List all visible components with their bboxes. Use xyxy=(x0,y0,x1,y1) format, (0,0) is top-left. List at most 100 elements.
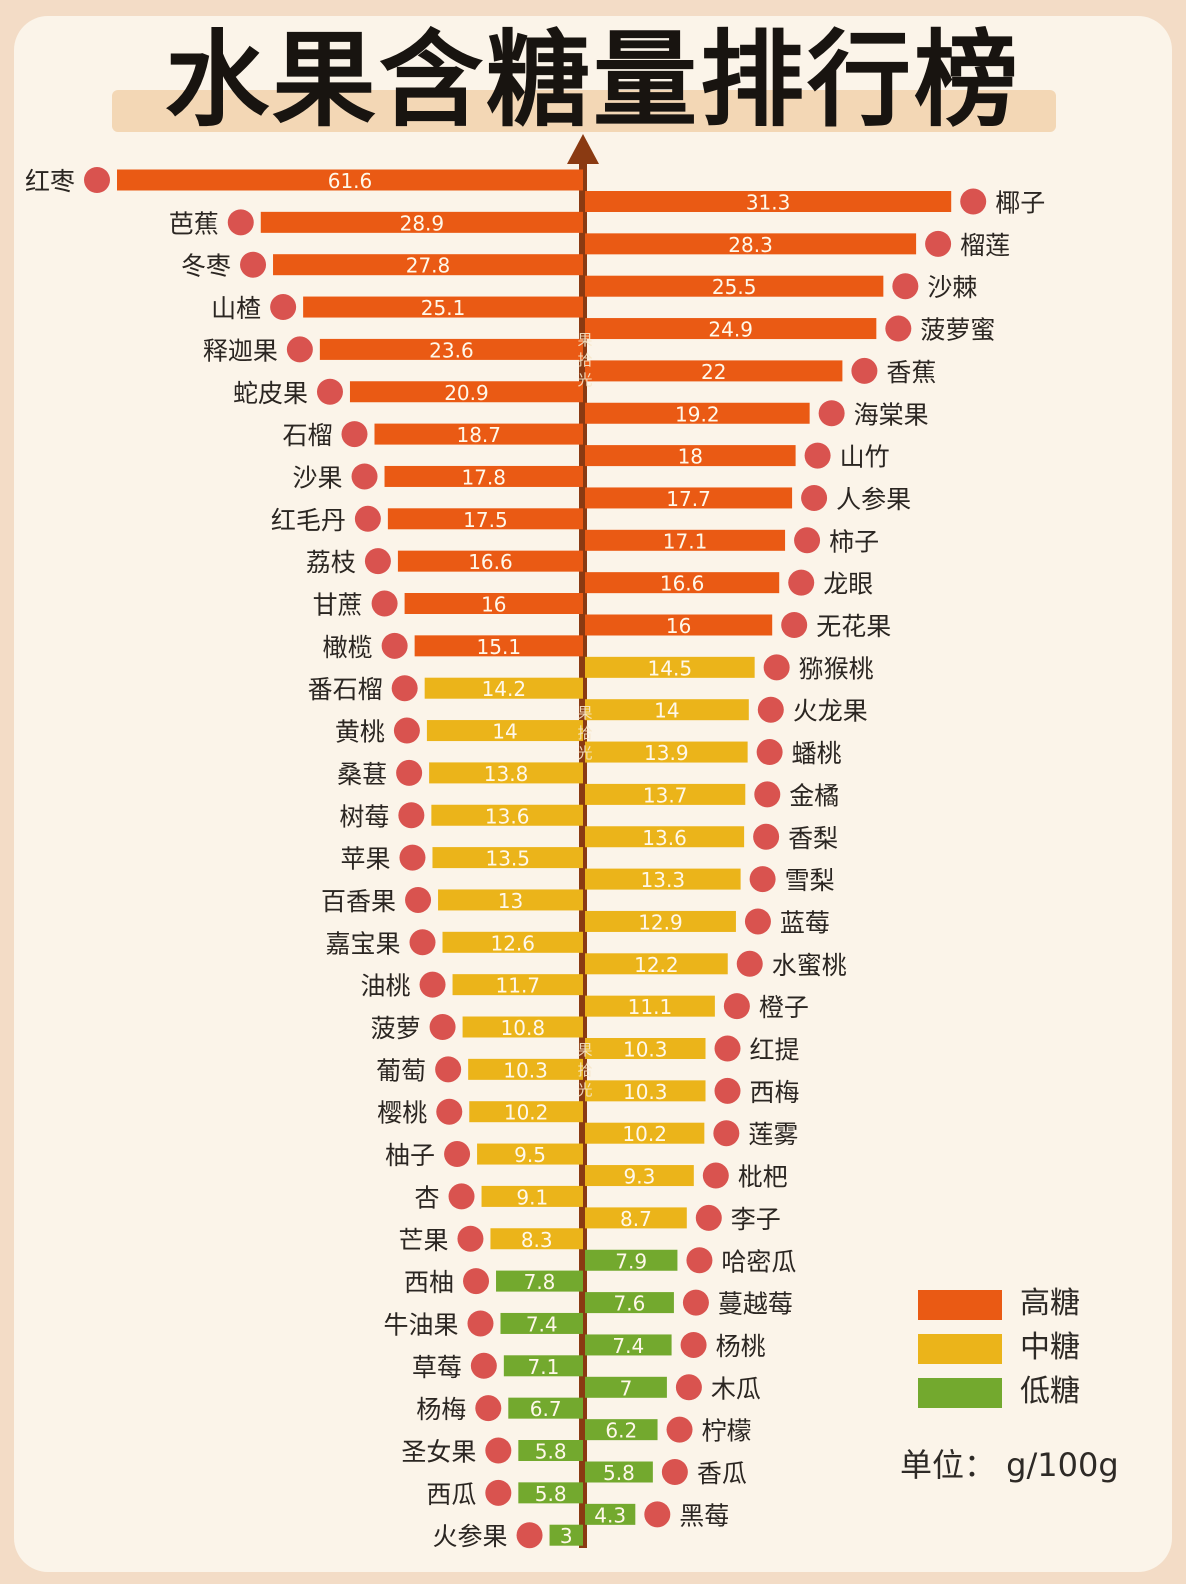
fruit-label-left-30: 圣女果 xyxy=(401,1438,476,1467)
fruit-label-right-10: 无花果 xyxy=(816,612,891,641)
bar-right-27 xyxy=(585,1334,672,1356)
fruit-icon-right-8 xyxy=(794,527,821,554)
bar-right-5 xyxy=(585,402,810,424)
bar-left-16 xyxy=(432,847,583,869)
fruit-label-left-20: 菠萝 xyxy=(371,1014,421,1043)
bar-left-28 xyxy=(503,1355,583,1377)
fruit-label-left-0: 红枣 xyxy=(25,167,75,196)
fruit-label-left-14: 桑葚 xyxy=(337,760,387,789)
bar-value-right-17: 12.9 xyxy=(638,910,683,934)
fruit-icon-right-10 xyxy=(781,612,808,638)
fruit-icon-left-29 xyxy=(475,1395,502,1422)
fruit-label-right-15: 香梨 xyxy=(788,824,838,853)
bar-right-25 xyxy=(585,1249,678,1271)
bar-value-left-24: 9.1 xyxy=(516,1185,548,1209)
fruit-label-left-21: 葡萄 xyxy=(376,1056,426,1085)
bar-left-17 xyxy=(438,889,583,911)
fruit-icon-right-25 xyxy=(686,1247,713,1274)
bar-value-left-17: 13 xyxy=(498,889,523,913)
fruit-icon-right-2 xyxy=(892,273,919,300)
fruit-icon-right-26 xyxy=(682,1289,709,1316)
bar-right-12 xyxy=(585,699,749,721)
fruit-icon-right-24 xyxy=(695,1204,722,1231)
fruit-label-right-26: 蔓越莓 xyxy=(718,1290,793,1319)
fruit-label-right-20: 红提 xyxy=(750,1036,800,1065)
legend-swatch-low xyxy=(918,1378,1002,1408)
bar-right-19 xyxy=(585,995,715,1017)
fruit-label-left-32: 火参果 xyxy=(433,1522,508,1551)
fruit-label-right-9: 龙眼 xyxy=(823,570,873,599)
bar-left-6 xyxy=(374,423,583,445)
bar-left-27 xyxy=(500,1312,583,1334)
bar-right-26 xyxy=(585,1292,674,1314)
bar-right-7 xyxy=(585,487,793,509)
bar-right-3 xyxy=(585,318,877,340)
bar-right-2 xyxy=(585,275,884,297)
watermark-char-0-2: 光 xyxy=(577,371,592,389)
bar-right-15 xyxy=(585,826,745,848)
bar-value-left-28: 7.1 xyxy=(528,1355,560,1379)
bar-value-right-23: 9.3 xyxy=(623,1165,655,1189)
fruit-label-right-0: 椰子 xyxy=(995,189,1045,218)
bar-value-left-19: 11.7 xyxy=(496,974,541,998)
bar-left-4 xyxy=(319,338,583,360)
bar-left-18 xyxy=(442,931,583,953)
fruit-icon-right-4 xyxy=(851,357,878,384)
fruit-label-right-17: 蓝莓 xyxy=(780,908,830,937)
fruit-icon-right-6 xyxy=(804,442,831,469)
fruit-icon-left-11 xyxy=(381,632,408,659)
fruit-icon-left-32 xyxy=(516,1522,543,1549)
fruit-icon-right-0 xyxy=(960,188,987,215)
watermark-char-2-1: 拾 xyxy=(577,1061,592,1079)
watermark-char-0-0: 果 xyxy=(577,331,592,349)
bar-value-right-26: 7.6 xyxy=(614,1292,646,1316)
bar-left-32 xyxy=(549,1524,583,1546)
bar-value-right-24: 8.7 xyxy=(620,1207,652,1231)
fruit-icon-right-29 xyxy=(666,1416,693,1443)
fruit-icon-right-31 xyxy=(644,1501,671,1528)
bar-value-left-12: 14.2 xyxy=(482,677,527,701)
bar-value-right-25: 7.9 xyxy=(615,1249,647,1273)
bar-left-19 xyxy=(452,974,583,996)
fruit-icon-right-18 xyxy=(736,950,763,977)
bar-right-23 xyxy=(585,1165,694,1187)
fruit-label-left-15: 树莓 xyxy=(339,802,389,831)
fruit-label-left-17: 百香果 xyxy=(321,887,396,916)
bar-right-30 xyxy=(585,1461,653,1483)
fruit-icon-right-15 xyxy=(753,823,780,850)
fruit-label-right-22: 莲雾 xyxy=(748,1120,798,1149)
fruit-label-right-21: 西梅 xyxy=(750,1078,800,1107)
bar-value-left-14: 13.8 xyxy=(484,762,529,786)
bar-value-left-13: 14 xyxy=(492,720,517,744)
bar-right-22 xyxy=(585,1122,705,1144)
fruit-label-right-29: 柠檬 xyxy=(702,1417,752,1446)
bar-left-30 xyxy=(518,1440,583,1461)
fruit-icon-left-7 xyxy=(351,463,378,490)
bar-value-right-22: 10.2 xyxy=(622,1122,667,1146)
fruit-icon-right-17 xyxy=(744,908,771,935)
fruit-icon-left-19 xyxy=(419,971,446,998)
fruit-label-left-11: 橄榄 xyxy=(323,633,373,662)
bar-value-right-15: 13.6 xyxy=(642,826,687,850)
bar-right-14 xyxy=(585,783,746,805)
bar-right-21 xyxy=(585,1080,706,1102)
fruit-icon-left-12 xyxy=(391,675,418,702)
fruit-icon-left-16 xyxy=(399,844,426,871)
fruit-icon-right-11 xyxy=(763,654,790,681)
legend-swatch-mid xyxy=(918,1334,1002,1364)
bar-value-right-9: 16.6 xyxy=(660,572,705,596)
bar-value-right-4: 22 xyxy=(701,360,726,384)
bar-value-left-11: 15.1 xyxy=(477,635,522,659)
fruit-label-left-12: 番石榴 xyxy=(308,675,383,704)
fruit-icon-right-20 xyxy=(714,1035,741,1062)
fruit-label-left-10: 甘蔗 xyxy=(313,591,363,620)
fruit-icon-right-3 xyxy=(885,315,912,342)
fruit-icon-right-22 xyxy=(713,1120,740,1147)
fruit-icon-right-23 xyxy=(702,1162,729,1189)
bar-left-25 xyxy=(490,1228,583,1250)
bar-value-right-11: 14.5 xyxy=(648,656,693,680)
fruit-icon-right-12 xyxy=(757,696,784,723)
fruit-icon-left-21 xyxy=(435,1056,462,1083)
fruit-icon-right-14 xyxy=(754,781,781,808)
bar-left-1 xyxy=(260,211,583,233)
